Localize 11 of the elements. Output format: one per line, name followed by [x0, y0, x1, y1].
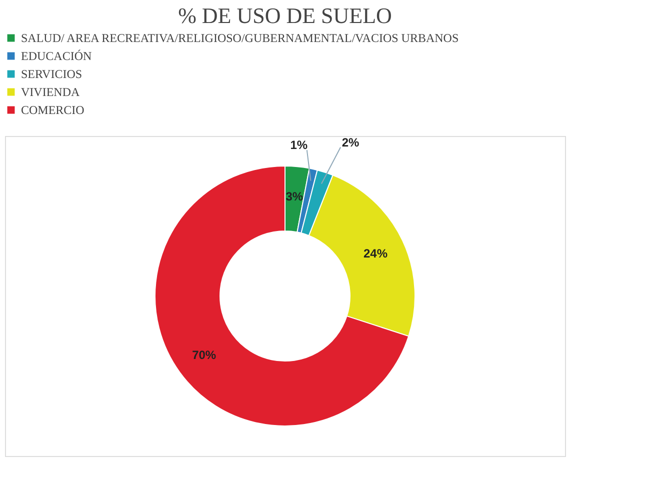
- data-label: 24%: [363, 246, 388, 260]
- data-label: 2%: [342, 135, 360, 150]
- data-label: 70%: [192, 348, 216, 362]
- data-label: 3%: [286, 189, 304, 204]
- chart-title: % DE USO DE SUELO: [178, 3, 392, 28]
- legend-label: VIVIENDA: [21, 85, 80, 99]
- legend-label: COMERCIO: [21, 103, 85, 117]
- legend-label: EDUCACIÓN: [21, 49, 92, 63]
- data-label: 1%: [290, 138, 308, 152]
- legend-label: SERVICIOS: [21, 67, 82, 81]
- legend-label: SALUD/ AREA RECREATIVA/RELIGIOSO/GUBERNAMENTAL/VACIOS URBANOS: [21, 31, 459, 45]
